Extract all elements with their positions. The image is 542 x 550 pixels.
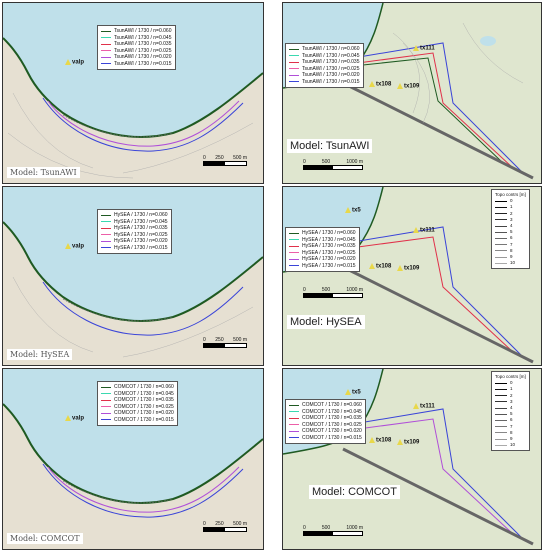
scale-bar: 0 250 500 m <box>203 337 247 348</box>
model-label: Model: TsunAWI <box>7 167 80 178</box>
map-graphic <box>3 187 263 365</box>
inundation-legend: HySEA / 1730 / n=0.060 HySEA / 1730 / n=… <box>97 209 172 254</box>
gauge-marker-tx5: tx5 <box>345 389 361 396</box>
gauge-marker-tx109: tx109 <box>397 439 419 446</box>
map-panel-comcot-left: valp COMCOT / 1730 / n=0.060 COMCOT / 17… <box>2 368 264 550</box>
gauge-marker-tx111: tx111 <box>413 227 435 234</box>
scale-bar: 0 250 500 m <box>203 155 247 166</box>
inundation-legend: TsunAWI / 1730 / n=0.060 TsunAWI / 1730 … <box>97 25 176 70</box>
topo-legend-title: Topo contrs [m] <box>495 192 526 197</box>
scale-bar: 0 500 1000 m <box>303 525 363 536</box>
map-panel-tsunawi-right: tx111 tx108 tx109 TsunAWI / 1730 / n=0.0… <box>282 2 542 184</box>
map-panel-comcot-right: tx5 tx111 tx108 tx109 COMCOT / 1730 / n=… <box>282 368 542 550</box>
gauge-marker-tx109: tx109 <box>397 265 419 272</box>
scale-bar: 0 500 1000 m <box>303 287 363 298</box>
inundation-legend: COMCOT / 1730 / n=0.060 COMCOT / 1730 / … <box>97 381 178 426</box>
gauge-marker-valp: valp <box>65 415 84 422</box>
gauge-marker-valp: valp <box>65 59 84 66</box>
model-label: Model: HySEA <box>287 315 365 329</box>
gauge-marker-valp: valp <box>65 243 84 250</box>
scale-bar: 0 250 500 m <box>203 521 247 532</box>
map-graphic <box>283 3 541 183</box>
gauge-marker-tx108: tx108 <box>369 263 391 270</box>
gauge-marker-tx109: tx109 <box>397 83 419 90</box>
gauge-marker-tx111: tx111 <box>413 403 435 410</box>
gauge-marker-tx111: tx111 <box>413 45 435 52</box>
model-label: Model: COMCOT <box>7 533 83 544</box>
map-panel-tsunawi-left: valp TsunAWI / 1730 / n=0.060 TsunAWI / … <box>2 2 264 184</box>
gauge-marker-tx108: tx108 <box>369 437 391 444</box>
model-label: Model: HySEA <box>7 349 73 360</box>
topo-legend-title: Topo contrs [m] <box>495 374 526 379</box>
topo-contours-legend: Topo contrs [m] 0 1 2 3 4 5 6 7 8 9 10 <box>491 189 530 270</box>
model-label: Model: TsunAWI <box>287 139 373 153</box>
model-label: Model: COMCOT <box>309 485 400 499</box>
inundation-legend: HySEA / 1730 / n=0.060 HySEA / 1730 / n=… <box>285 227 360 272</box>
map-panel-hysea-left: valp HySEA / 1730 / n=0.060 HySEA / 1730… <box>2 186 264 366</box>
map-panel-hysea-right: tx5 tx111 tx108 tx109 HySEA / 1730 / n=0… <box>282 186 542 366</box>
gauge-marker-tx5: tx5 <box>345 207 361 214</box>
gauge-marker-tx108: tx108 <box>369 81 391 88</box>
inundation-legend: COMCOT / 1730 / n=0.060 COMCOT / 1730 / … <box>285 399 366 444</box>
topo-contours-legend: Topo contrs [m] 0 1 2 3 4 5 6 7 8 9 10 <box>491 371 530 452</box>
scale-bar: 0 500 1000 m <box>303 159 363 170</box>
inundation-legend: TsunAWI / 1730 / n=0.060 TsunAWI / 1730 … <box>285 43 364 88</box>
